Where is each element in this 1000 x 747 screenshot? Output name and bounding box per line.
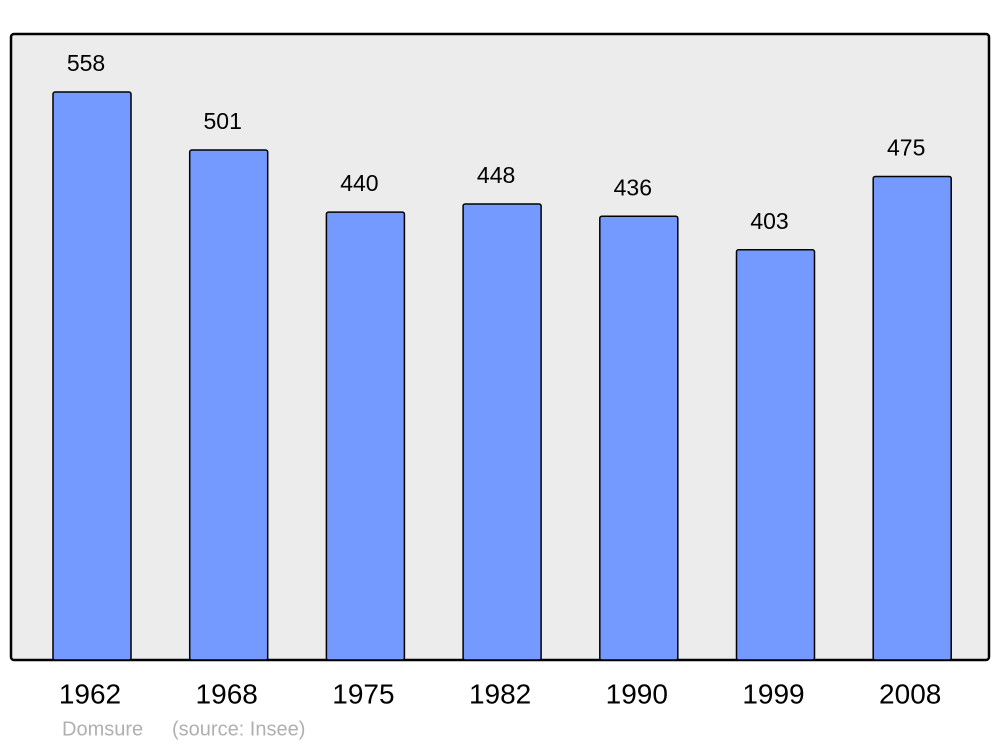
- bar: [188, 149, 269, 661]
- bar: [599, 215, 679, 661]
- value-label: 501: [204, 108, 242, 134]
- bar: [735, 249, 816, 661]
- value-label: 440: [340, 170, 378, 196]
- bar: [872, 175, 952, 661]
- value-label: 558: [67, 50, 105, 76]
- x-tick-label: 1999: [742, 678, 804, 709]
- value-label: 475: [887, 135, 925, 161]
- bar: [462, 203, 542, 661]
- value-label: 448: [477, 162, 515, 188]
- x-tick-label: 2008: [879, 678, 941, 709]
- bar: [52, 91, 132, 661]
- x-tick-label: 1990: [606, 678, 668, 709]
- x-tick-label: 1968: [196, 678, 258, 709]
- caption: Domsure: [62, 718, 143, 740]
- value-label: 403: [750, 208, 788, 234]
- bar: [325, 211, 406, 661]
- x-tick-label: 1982: [469, 678, 531, 709]
- value-label: 436: [614, 174, 652, 200]
- x-tick-label: 1975: [332, 678, 394, 709]
- source: (source: Insee): [172, 718, 305, 740]
- x-tick-label: 1962: [59, 678, 121, 709]
